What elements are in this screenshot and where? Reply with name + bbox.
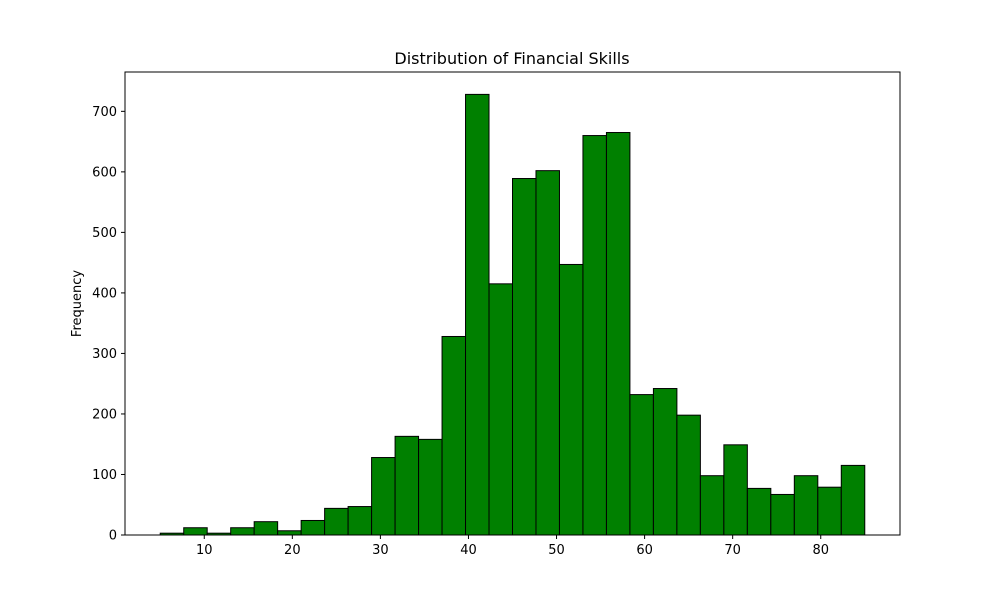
x-tick-label: 20 — [284, 543, 301, 558]
histogram-bar — [441, 335, 467, 536]
y-tick-label: 500 — [92, 226, 117, 241]
histogram-bar — [418, 438, 443, 536]
histogram-bar — [183, 527, 208, 536]
histogram-bar — [770, 493, 795, 536]
histogram-bar — [723, 444, 748, 536]
histogram-bar — [629, 394, 654, 536]
x-tick-label: 80 — [812, 543, 829, 558]
histogram-bar — [840, 464, 866, 536]
histogram-bar — [347, 506, 373, 536]
bars-layer — [159, 93, 866, 536]
x-tick-label: 10 — [196, 543, 213, 558]
histogram-bar — [793, 475, 819, 536]
y-tick-label: 100 — [92, 468, 117, 483]
histogram-bar — [230, 527, 255, 536]
x-tick-label: 30 — [372, 543, 389, 558]
y-tick-label: 700 — [92, 105, 117, 120]
x-tick-label: 70 — [724, 543, 741, 558]
y-axis-label: Frequency — [70, 270, 85, 337]
histogram-bar — [582, 135, 607, 536]
histogram-bar — [652, 388, 678, 536]
x-tick-label: 50 — [548, 543, 565, 558]
histogram-bar — [300, 519, 326, 536]
histogram-bar — [371, 457, 396, 536]
histogram-bar — [253, 521, 279, 536]
histogram-bar — [558, 263, 584, 536]
histogram-bar — [277, 530, 302, 536]
histogram-bar — [817, 486, 842, 536]
histogram-bar — [394, 435, 420, 536]
histogram-bar — [488, 283, 514, 536]
chart-title: Distribution of Financial Skills — [394, 49, 629, 68]
histogram-bar — [512, 178, 537, 536]
y-tick-label: 600 — [92, 165, 117, 180]
histogram-bar — [465, 93, 490, 536]
x-tick-label: 40 — [460, 543, 477, 558]
histogram-bar — [746, 487, 772, 536]
histogram-bar — [676, 414, 701, 536]
histogram-bar — [535, 170, 560, 536]
x-tick-label: 60 — [636, 543, 653, 558]
y-tick-label: 300 — [92, 347, 117, 362]
y-tick-label: 400 — [92, 286, 117, 301]
plot-frame — [124, 71, 901, 536]
y-tick-label: 200 — [92, 407, 117, 422]
y-tick-label: 0 — [109, 529, 117, 544]
histogram-bar — [605, 132, 631, 536]
histogram-bar — [699, 475, 725, 536]
x-axis: 10 20 30 40 50 60 70 80 — [196, 535, 829, 558]
histogram-bar — [324, 507, 349, 536]
y-axis: 0 100 200 300 400 500 600 700 — [92, 105, 125, 544]
